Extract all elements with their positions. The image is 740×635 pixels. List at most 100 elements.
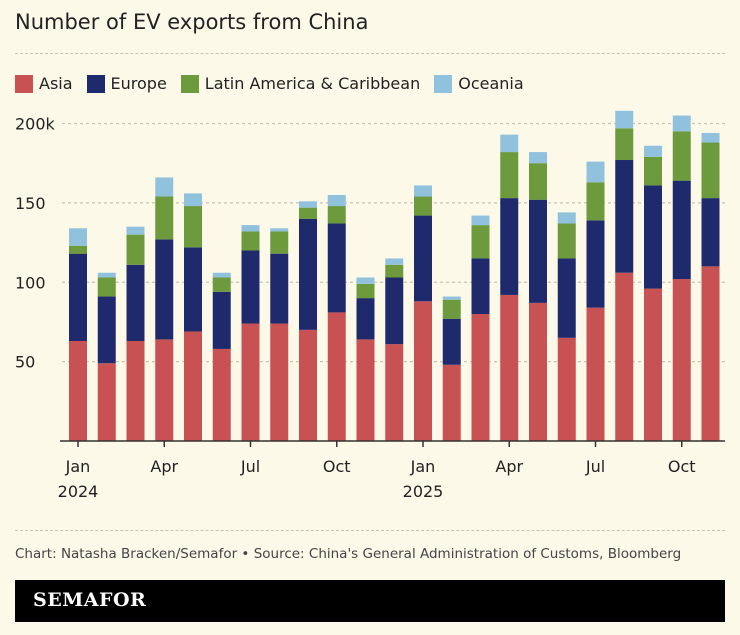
y-tick-label: 100 xyxy=(15,273,46,292)
x-tick-label: Jul xyxy=(240,457,260,476)
bar-segment xyxy=(155,339,174,441)
bar-segment xyxy=(155,239,174,340)
legend-item-asia: Asia xyxy=(15,74,73,93)
bar-segment xyxy=(414,185,432,197)
bar-segment xyxy=(241,323,260,441)
bar-segment xyxy=(557,212,576,224)
bar-segment xyxy=(97,272,116,278)
legend-swatch xyxy=(180,74,199,93)
bar-segment xyxy=(500,294,519,441)
legend-item-latin-america: Latin America & Caribbean xyxy=(180,74,421,93)
x-tick-label: Oct xyxy=(323,457,351,476)
footer-bar: SEMAFOR xyxy=(15,580,725,622)
bar-segment xyxy=(672,279,691,441)
bar-segment xyxy=(644,185,662,289)
bar-segment xyxy=(529,302,547,441)
bar-segment xyxy=(184,193,202,207)
bar-segment xyxy=(644,145,662,157)
bar-segment xyxy=(212,272,231,278)
chart-plot: 200k 150 100 50 Jan 2024 Apr Jul Oct Jan 2025 Apr Ju… xyxy=(15,110,725,501)
bar-segment xyxy=(184,331,202,441)
x-tick-label: Jul xyxy=(585,457,605,476)
bar-segment xyxy=(557,223,576,259)
bar-segment xyxy=(327,206,346,224)
bar-segment xyxy=(442,299,461,319)
bar-segment xyxy=(615,128,634,161)
bar-segment xyxy=(385,277,404,345)
bar-segment xyxy=(442,296,461,300)
bar-segment xyxy=(356,283,375,299)
bar-segment xyxy=(270,323,289,441)
legend-label: Asia xyxy=(39,74,73,93)
bar-segment xyxy=(385,344,404,441)
bar-segment xyxy=(126,234,145,265)
bar-segment xyxy=(615,110,634,129)
bar-segment xyxy=(299,329,317,441)
bar-segment xyxy=(701,133,720,143)
divider xyxy=(15,53,725,54)
bar-segment xyxy=(212,277,231,292)
x-tick-label: Apr xyxy=(495,457,523,476)
y-tick-label: 150 xyxy=(15,194,46,213)
x-tick-label: Apr xyxy=(150,457,178,476)
bar-segment xyxy=(327,312,346,441)
bar-segment xyxy=(414,215,432,302)
legend-item-oceania: Oceania xyxy=(434,74,524,93)
legend-label: Latin America & Caribbean xyxy=(204,74,421,93)
bar-segment xyxy=(471,314,490,441)
bar-segment xyxy=(615,272,634,441)
bar-segment xyxy=(69,228,87,246)
bar-segment xyxy=(471,258,490,314)
bar-segment xyxy=(69,340,87,441)
bar-segment xyxy=(270,228,289,232)
bar-segment xyxy=(241,250,260,324)
bar-segment xyxy=(155,177,174,197)
x-tick-year: 2024 xyxy=(58,482,99,501)
bar-segment xyxy=(270,231,289,254)
bar-segment xyxy=(69,245,87,254)
semafor-logo: SEMAFOR xyxy=(33,589,147,611)
bar-segment xyxy=(126,264,145,341)
bar-segment xyxy=(241,231,260,251)
bar-segment xyxy=(672,115,691,132)
bar-segment xyxy=(701,142,720,199)
bar-segment xyxy=(126,340,145,441)
bar-segment xyxy=(586,307,605,441)
bar-segment xyxy=(557,337,576,441)
bar-segment xyxy=(471,215,490,226)
bar-segment xyxy=(586,182,605,221)
bar-segment xyxy=(586,161,605,183)
bar-segment xyxy=(586,220,605,308)
bar-segment xyxy=(212,291,231,349)
bar-segment xyxy=(414,301,432,441)
x-tick-label: Jan xyxy=(65,457,91,476)
bar-segment xyxy=(385,258,404,265)
legend-label: Europe xyxy=(110,74,167,93)
bar-segment xyxy=(644,156,662,186)
legend-item-europe: Europe xyxy=(86,74,167,93)
bar-segment xyxy=(299,201,317,208)
bar-segment xyxy=(356,339,375,441)
bar-segment xyxy=(644,288,662,441)
y-tick-label: 200k xyxy=(15,115,56,134)
bar-segment xyxy=(241,225,260,232)
legend-swatch xyxy=(86,74,105,93)
bar-segment xyxy=(529,199,547,303)
bar-segment xyxy=(701,198,720,267)
bar-segment xyxy=(184,247,202,332)
bar-segment xyxy=(529,152,547,164)
source-note: Chart: Natasha Bracken/Semafor • Source:… xyxy=(15,546,682,562)
bar-segment xyxy=(299,207,317,219)
bar-segment xyxy=(97,296,116,364)
legend-label: Oceania xyxy=(458,74,524,93)
x-tick-label: Oct xyxy=(668,457,696,476)
bar-segment xyxy=(672,180,691,280)
bar-segment xyxy=(356,277,375,284)
bar-segment xyxy=(155,196,174,240)
bar-segment xyxy=(327,223,346,313)
bar-segment xyxy=(69,253,87,341)
chart-title: Number of EV exports from China xyxy=(15,10,369,34)
bar-segment xyxy=(414,196,432,216)
legend-swatch xyxy=(434,74,453,93)
bar-segment xyxy=(557,258,576,338)
